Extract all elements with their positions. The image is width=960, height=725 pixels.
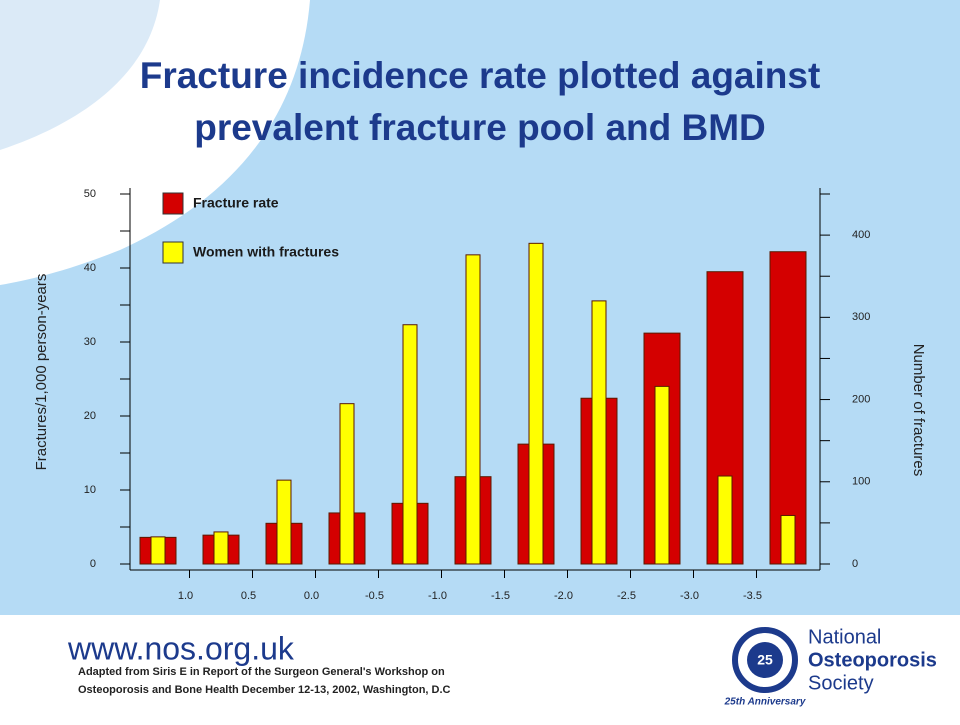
x-tick-label: -3.5 bbox=[743, 590, 762, 602]
legend-swatch bbox=[162, 241, 184, 264]
title: prevalent fracture pool and BMD bbox=[194, 107, 766, 148]
y2-tick-label: 200 bbox=[852, 393, 870, 405]
url: www.nos.org.uk bbox=[67, 630, 295, 666]
bg-curve-inner bbox=[0, 0, 160, 150]
y2-axis-label: Number of fractures bbox=[910, 344, 927, 477]
logo-text: National bbox=[808, 626, 881, 648]
logo-text: Osteoporosis bbox=[808, 649, 937, 671]
x-tick-label: 0.5 bbox=[241, 590, 256, 602]
logo-badge: 25 bbox=[757, 652, 773, 668]
x-tick-label: -2.5 bbox=[617, 590, 636, 602]
bar bbox=[339, 403, 355, 565]
x-tick-label: -1.0 bbox=[428, 590, 447, 602]
x-tick-label: -2.0 bbox=[554, 590, 573, 602]
logo-disc bbox=[747, 642, 783, 678]
legend-swatch bbox=[162, 192, 184, 215]
bar bbox=[769, 251, 807, 565]
logo-ring-text: 25th Anniversary bbox=[724, 697, 806, 708]
citation: Adapted from Siris E in Report of the Su… bbox=[78, 666, 445, 678]
y-axis-label: Fractures/1,000 person-years bbox=[33, 274, 50, 471]
bar bbox=[276, 479, 292, 565]
bar bbox=[402, 324, 418, 565]
title: Fracture incidence rate plotted against bbox=[140, 55, 821, 96]
bar bbox=[465, 254, 481, 565]
y2-tick-label: 0 bbox=[852, 558, 858, 570]
logo-text: Society bbox=[808, 672, 874, 694]
x-tick-label: -1.5 bbox=[491, 590, 510, 602]
y2-tick-label: 400 bbox=[852, 229, 870, 241]
bar bbox=[213, 531, 229, 565]
y-tick-label: 40 bbox=[84, 262, 96, 274]
bar bbox=[150, 536, 166, 565]
citation: Osteoporosis and Bone Health December 12… bbox=[78, 684, 451, 696]
y-tick-label: 30 bbox=[84, 336, 96, 348]
bar bbox=[654, 385, 670, 565]
y2-tick-label: 300 bbox=[852, 311, 870, 323]
y-tick-label: 0 bbox=[90, 558, 96, 570]
footer-band bbox=[0, 615, 960, 720]
logo-ring bbox=[732, 627, 798, 693]
y2-tick-label: 100 bbox=[852, 476, 870, 488]
legend-label: Women with fractures bbox=[193, 244, 339, 260]
bar bbox=[528, 242, 544, 565]
y-tick-label: 10 bbox=[84, 484, 96, 496]
x-tick-label: -0.5 bbox=[365, 590, 384, 602]
logo: 25 25th Anniversary National Osteoporosi… bbox=[724, 626, 937, 707]
legend-label: Fracture rate bbox=[193, 195, 279, 211]
bar bbox=[717, 475, 733, 565]
x-tick-label: -3.0 bbox=[680, 590, 699, 602]
bar bbox=[591, 300, 607, 565]
y-tick-label: 20 bbox=[84, 410, 96, 422]
bar bbox=[780, 514, 796, 565]
x-tick-label: 1.0 bbox=[178, 590, 193, 602]
x-tick-label: 0.0 bbox=[304, 590, 319, 602]
y-tick-label: 50 bbox=[84, 188, 96, 200]
